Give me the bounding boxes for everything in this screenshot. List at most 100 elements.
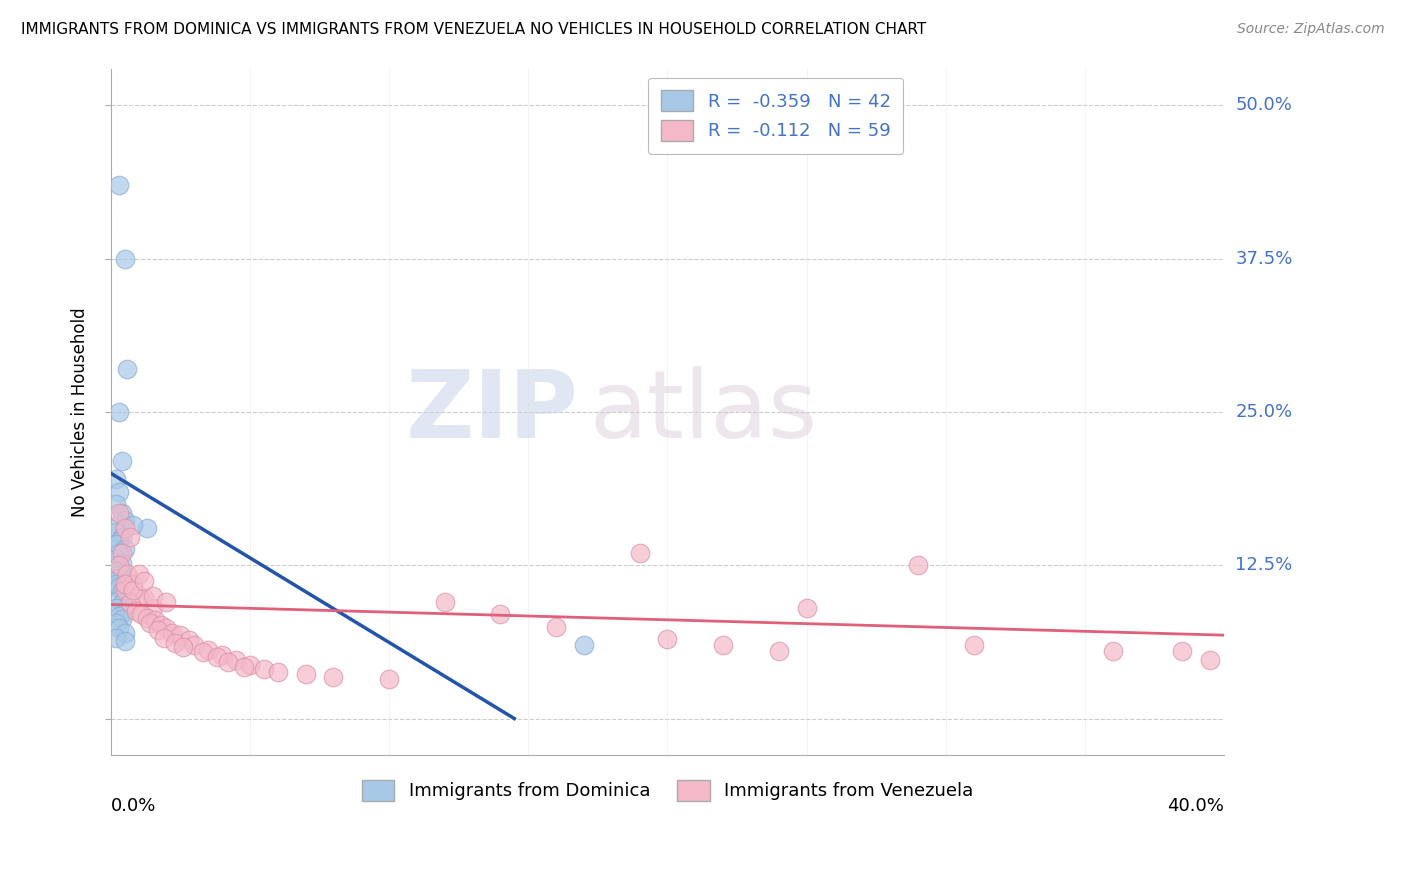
Point xyxy=(120,530,142,544)
Point xyxy=(117,362,139,376)
Point xyxy=(114,576,136,591)
Point xyxy=(105,472,128,486)
Point xyxy=(108,570,131,584)
Point xyxy=(105,497,128,511)
Point xyxy=(572,638,595,652)
Point xyxy=(111,612,134,626)
Point xyxy=(1171,644,1194,658)
Point xyxy=(160,625,183,640)
Point xyxy=(108,559,131,574)
Point xyxy=(111,530,134,544)
Point xyxy=(253,663,276,677)
Point xyxy=(114,605,136,619)
Point xyxy=(146,624,169,638)
Point xyxy=(143,614,166,628)
Point xyxy=(114,589,136,603)
Point xyxy=(1101,644,1123,658)
Point xyxy=(489,607,512,622)
Point xyxy=(152,631,174,645)
Point xyxy=(183,638,205,652)
Point xyxy=(111,454,134,468)
Point xyxy=(108,608,131,623)
Point xyxy=(114,634,136,648)
Text: IMMIGRANTS FROM DOMINICA VS IMMIGRANTS FROM VENEZUELA NO VEHICLES IN HOUSEHOLD C: IMMIGRANTS FROM DOMINICA VS IMMIGRANTS F… xyxy=(21,22,927,37)
Point xyxy=(211,648,233,662)
Point xyxy=(105,601,128,615)
Point xyxy=(796,601,818,615)
Point xyxy=(657,632,679,646)
Point xyxy=(155,595,177,609)
Point xyxy=(322,670,344,684)
Point xyxy=(907,558,929,573)
Point xyxy=(108,621,131,635)
Point xyxy=(128,566,150,581)
Point xyxy=(1199,653,1222,667)
Point xyxy=(108,506,131,520)
Point xyxy=(108,484,131,499)
Point xyxy=(114,542,136,557)
Point xyxy=(628,546,651,560)
Point xyxy=(205,650,228,665)
Text: Source: ZipAtlas.com: Source: ZipAtlas.com xyxy=(1237,22,1385,37)
Legend: Immigrants from Dominica, Immigrants from Venezuela: Immigrants from Dominica, Immigrants fro… xyxy=(354,772,980,808)
Text: atlas: atlas xyxy=(589,366,818,458)
Text: 12.5%: 12.5% xyxy=(1236,557,1292,574)
Point xyxy=(114,521,136,535)
Point xyxy=(114,252,136,266)
Point xyxy=(114,573,136,587)
Point xyxy=(108,178,131,192)
Point xyxy=(136,521,159,535)
Point xyxy=(111,506,134,520)
Point xyxy=(125,604,148,618)
Point xyxy=(111,584,134,599)
Point xyxy=(108,592,131,607)
Point xyxy=(111,556,134,570)
Point xyxy=(136,611,159,625)
Y-axis label: No Vehicles in Household: No Vehicles in Household xyxy=(72,307,89,516)
Point xyxy=(120,596,142,610)
Text: 50.0%: 50.0% xyxy=(1236,96,1292,114)
Point xyxy=(105,537,128,551)
Point xyxy=(105,565,128,579)
Point xyxy=(131,607,153,622)
Text: 40.0%: 40.0% xyxy=(1167,797,1225,814)
Point xyxy=(141,589,163,603)
Point xyxy=(111,546,134,560)
Point xyxy=(141,601,163,615)
Text: 37.5%: 37.5% xyxy=(1236,250,1292,268)
Point xyxy=(267,665,290,679)
Point xyxy=(117,566,139,581)
Point xyxy=(108,517,131,532)
Point xyxy=(155,621,177,635)
Point xyxy=(105,576,128,591)
Point xyxy=(294,667,316,681)
Point xyxy=(233,660,256,674)
Point xyxy=(105,552,128,566)
Point xyxy=(378,673,401,687)
Point xyxy=(197,643,219,657)
Point xyxy=(122,517,145,532)
Point xyxy=(217,655,239,669)
Point xyxy=(105,615,128,630)
Point xyxy=(108,558,131,573)
Point xyxy=(114,582,136,597)
Point xyxy=(768,644,790,658)
Text: 0.0%: 0.0% xyxy=(111,797,156,814)
Point xyxy=(105,631,128,645)
Point xyxy=(108,405,131,419)
Point xyxy=(122,582,145,597)
Point xyxy=(711,638,734,652)
Point xyxy=(138,615,160,630)
Point xyxy=(128,589,150,603)
Point xyxy=(546,619,568,633)
Point xyxy=(239,657,262,672)
Point xyxy=(114,625,136,640)
Point xyxy=(163,635,186,649)
Point xyxy=(108,580,131,594)
Point xyxy=(114,513,136,527)
Point xyxy=(134,591,156,606)
Point xyxy=(177,633,200,648)
Point xyxy=(111,596,134,610)
Point xyxy=(108,533,131,548)
Point xyxy=(108,546,131,560)
